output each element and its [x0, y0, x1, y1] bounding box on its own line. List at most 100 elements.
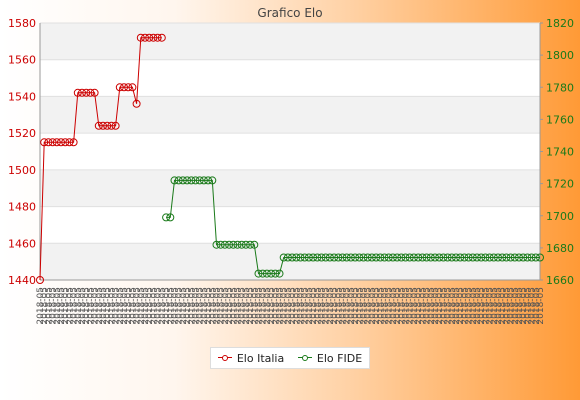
- series-group: [36, 33, 544, 284]
- x-tick-label: 2018-05: [536, 287, 546, 325]
- x-tick-label: 2018-05: [326, 287, 336, 325]
- x-tick-label: 2018-05: [280, 287, 290, 325]
- x-tick-label: 2018-05: [322, 287, 332, 325]
- x-tick-label: 2018-05: [116, 287, 126, 325]
- x-tick-label: 2018-05: [486, 287, 496, 325]
- data-point: [162, 213, 171, 222]
- data-point: [443, 253, 452, 262]
- x-tick-label: 2018-05: [95, 287, 105, 325]
- legend-item-elo-italia[interactable]: Elo Italia: [217, 352, 284, 365]
- data-point: [330, 253, 339, 262]
- x-tick-label: 2018-05: [481, 287, 491, 325]
- right-tick-label: 1760: [546, 113, 574, 126]
- grid-band: [40, 243, 540, 280]
- x-tick-label: 2018-05: [70, 287, 80, 325]
- x-tick-label: 2018-05: [507, 287, 517, 325]
- data-point: [141, 33, 149, 42]
- data-point: [44, 138, 53, 147]
- data-point: [204, 176, 213, 185]
- left-tick-label: 1560: [8, 54, 36, 67]
- x-tick-label: 2018-05: [309, 287, 319, 325]
- x-tick-label: 2018-05: [381, 287, 391, 325]
- grid-band: [40, 169, 540, 207]
- left-tick-label: 1440: [8, 274, 36, 287]
- x-tick-label: 2018-05: [183, 287, 193, 325]
- data-point: [103, 121, 112, 130]
- data-point: [376, 253, 385, 262]
- data-point: [283, 253, 292, 262]
- x-tick-label: 2018-05: [410, 287, 420, 325]
- x-tick-label: 2018-05: [297, 287, 307, 325]
- right-tick-label: 1660: [546, 274, 574, 287]
- data-point: [494, 253, 502, 262]
- legend-swatch-green: [297, 354, 312, 362]
- data-point: [401, 253, 410, 262]
- data-point: [73, 88, 82, 97]
- x-tick-label: 2018-05: [519, 287, 529, 325]
- data-point: [523, 253, 532, 262]
- x-tick-label: 2018-05: [347, 287, 357, 325]
- data-point: [69, 138, 78, 147]
- x-tick-label: 2018-05: [368, 287, 378, 325]
- x-tick-label: 2018-05: [360, 287, 370, 325]
- data-point: [128, 83, 137, 92]
- x-tick-label: 2018-05: [389, 287, 399, 325]
- x-tick-label: 2018-05: [175, 287, 185, 325]
- grid-band: [40, 23, 540, 60]
- x-tick-label: 2018-05: [376, 287, 386, 325]
- x-tick-label: 2018-05: [187, 287, 197, 325]
- x-tick-label: 2018-05: [452, 287, 462, 325]
- left-tick-label: 1580: [8, 17, 36, 30]
- x-tick-label: 2018-05: [124, 287, 134, 325]
- left-tick-label: 1460: [8, 237, 36, 250]
- x-tick-label: 2018-05: [61, 287, 71, 325]
- x-tick-label: 2018-05: [242, 287, 252, 325]
- data-point: [52, 138, 61, 147]
- left-axis: 1440 1460 1480 1500 1520 1540 1560 1580: [8, 17, 41, 287]
- data-point: [246, 240, 255, 249]
- x-tick-label: 2018-05: [339, 287, 349, 325]
- data-point: [279, 253, 288, 262]
- grid-band: [40, 96, 540, 134]
- x-tick-label: 2018-05: [301, 287, 311, 325]
- legend-item-elo-fide[interactable]: Elo FIDE: [297, 352, 362, 365]
- x-tick-label: 2018-05: [427, 287, 437, 325]
- data-point: [372, 253, 381, 262]
- x-tick-label: 2018-05: [238, 287, 248, 325]
- x-tick-label: 2018-05: [372, 287, 382, 325]
- x-tick-label: 2018-05: [133, 287, 143, 325]
- data-point: [498, 253, 507, 262]
- x-tick-label: 2018-05: [154, 287, 164, 325]
- data-point: [183, 176, 192, 185]
- x-tick-label: 2018-05: [402, 287, 412, 325]
- data-point: [178, 176, 187, 185]
- x-tick-label: 2018-05: [448, 287, 458, 325]
- data-point: [380, 253, 389, 262]
- data-point: [481, 253, 490, 262]
- data-point: [464, 253, 473, 262]
- x-tick-label: 2018-05: [49, 287, 59, 325]
- x-tick-label: 2018-05: [494, 287, 504, 325]
- legend-swatch-red: [217, 354, 232, 362]
- data-point: [485, 253, 494, 262]
- data-point: [111, 121, 120, 130]
- data-point: [418, 253, 427, 262]
- data-point: [489, 253, 498, 262]
- x-tick-label: 2018-05: [246, 287, 256, 325]
- x-tick-label: 2018-05: [254, 287, 264, 325]
- data-point: [170, 176, 179, 185]
- chart-title: Grafico Elo: [257, 6, 322, 20]
- x-tick-label: 2018-05: [469, 287, 479, 325]
- x-tick-label: 2018-05: [351, 287, 361, 325]
- data-point: [321, 253, 330, 262]
- data-point: [510, 253, 519, 262]
- data-point: [48, 138, 57, 147]
- x-tick-label: 2018-05: [166, 287, 176, 325]
- x-tick-label: 2018-05: [225, 287, 235, 325]
- data-point: [208, 176, 217, 185]
- x-tick-label: 2018-05: [149, 287, 159, 325]
- data-point: [115, 83, 124, 92]
- data-point: [355, 253, 364, 262]
- x-tick-label: 2018-05: [465, 287, 475, 325]
